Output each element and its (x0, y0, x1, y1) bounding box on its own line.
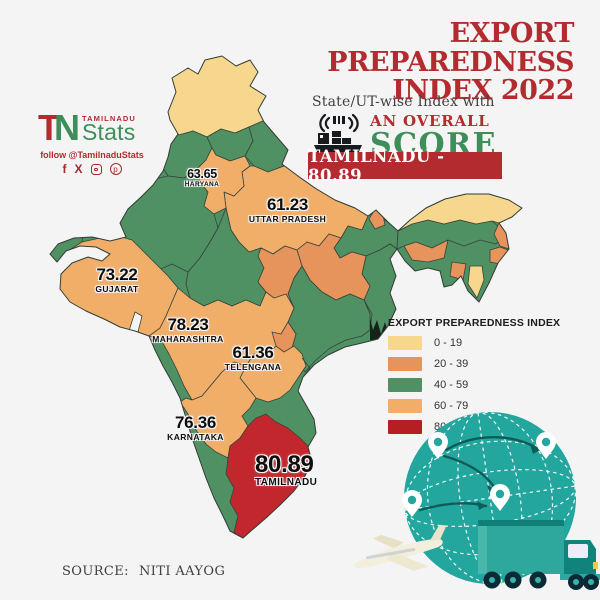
legend-row: 0 - 19 (388, 336, 560, 350)
location-pin-icon (536, 432, 556, 459)
state-label-haryana: 63.65 HARYANA (184, 167, 220, 189)
tamilnadu-score-banner: TAMILNADU - 80.89 (308, 147, 502, 185)
location-pin-icon (402, 490, 422, 517)
an-overall-text: AN OVERALL (370, 112, 490, 130)
logistics-illustration (353, 411, 600, 590)
map-legend: EXPORT PREPAREDNESS INDEX 0 - 19 20 - 39… (388, 317, 560, 434)
source-label: SOURCE: (62, 564, 129, 579)
legend-row: 60 - 79 (388, 399, 560, 413)
overall-score-block: AN OVERALL SCORE (370, 114, 497, 160)
state-label-telangana: 61.36 TELENGANA (224, 343, 282, 372)
logo-tamilnadu-text: TAMILNADU (82, 114, 136, 123)
facebook-icon: f (62, 162, 67, 177)
legend-title: EXPORT PREPAREDNESS INDEX (388, 317, 561, 329)
legend-swatch (388, 357, 422, 371)
legend-row: 20 - 39 (388, 357, 560, 371)
instagram-icon (90, 163, 102, 175)
pinterest-icon: p (109, 163, 122, 176)
subtitle-text: State/UT-wise Index with (312, 94, 495, 110)
tn-stats-logo: TN TAMILNADU Stats follow @TamilnaduStat… (38, 107, 148, 177)
source-value: NITI AAYOG (138, 564, 226, 579)
page-title: EXPORT PREPAREDNESS INDEX 2022 (214, 18, 574, 107)
state-label-maharashtra: 78.23 MAHARASHTRA (152, 315, 224, 344)
legend-row: 40 - 59 (388, 378, 560, 392)
follow-handle: follow @TamilnaduStats (40, 150, 144, 161)
state-karnataka (179, 361, 257, 459)
state-meghalaya (403, 239, 449, 263)
social-icons-row: f X p (38, 162, 146, 177)
source-line: SOURCE: NITI AAYOG (62, 564, 225, 579)
title-line-2: INDEX 2022 (392, 75, 574, 107)
state-maharashtra (148, 287, 295, 401)
legend-swatch (388, 420, 422, 434)
state-mizoram (467, 265, 485, 299)
x-icon: X (74, 162, 83, 177)
legend-swatch (388, 336, 422, 350)
truck-wheels (483, 571, 599, 590)
state-label-karnataka: 76.36 KARNATAKA (167, 413, 224, 442)
legend-swatch (388, 399, 422, 413)
location-pin-icon (490, 484, 510, 511)
state-haryana (195, 147, 251, 215)
tn-monogram: TN (38, 107, 80, 148)
india-outline (49, 55, 523, 539)
airplane-icon (353, 524, 447, 571)
legend-swatch (388, 378, 422, 392)
state-label-uttar-pradesh: 61.23 UTTAR PRADESH (248, 195, 327, 224)
title-line-1: EXPORT PREPAREDNESS (327, 18, 574, 78)
state-label-tamilnadu: 80.89 TAMILNADU (255, 451, 318, 489)
location-pin-icon (428, 432, 448, 459)
state-label-gujarat: 73.22 GUJARAT (95, 265, 139, 294)
truck-icon (478, 520, 600, 590)
logo-stats-text: Stats (82, 119, 136, 145)
